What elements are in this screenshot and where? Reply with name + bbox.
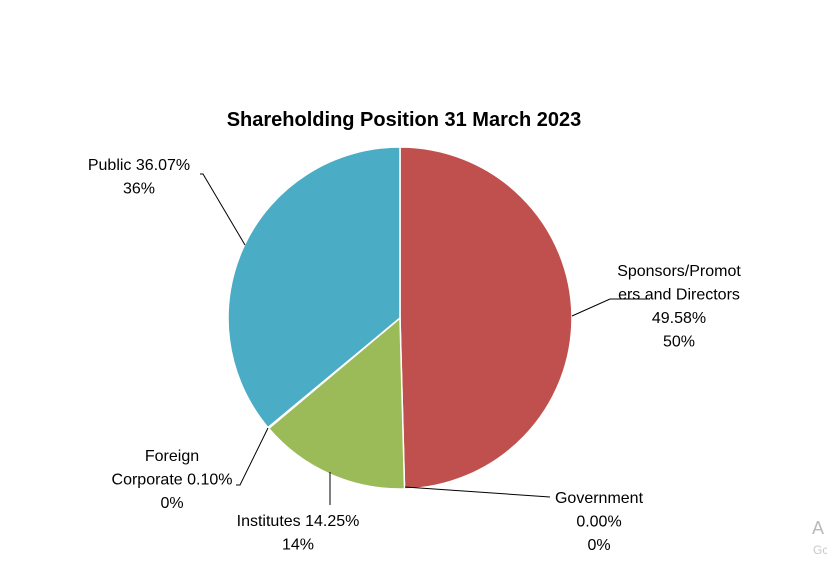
- data-label: Foreign Corporate 0.10% 0%: [112, 448, 233, 512]
- data-label-line: 0%: [160, 495, 183, 512]
- leader-line: [571, 298, 650, 317]
- leader-line: [404, 486, 551, 498]
- slice-sponsors: [399, 146, 573, 490]
- data-label: Public 36.07% 36%: [88, 157, 190, 198]
- data-label: Sponsors/Promot ers and Directors 49.58% 50…: [617, 263, 741, 351]
- data-label-line: ers and Directors: [618, 287, 740, 304]
- data-label-line: Sponsors/Promot: [617, 263, 741, 280]
- chart-title: Shareholding Position 31 March 2023: [227, 109, 582, 131]
- data-label: Government 0.00% 0%: [555, 490, 644, 554]
- data-label-line: 14%: [282, 537, 314, 554]
- data-label-line: 0.00%: [576, 514, 621, 531]
- data-label-line: Corporate 0.10%: [112, 472, 233, 489]
- data-label-line: 50%: [663, 334, 695, 351]
- data-label-line: Government: [555, 490, 644, 507]
- data-label-line: 36%: [123, 181, 155, 198]
- slice-public: [227, 146, 401, 429]
- pie-slices: [227, 146, 573, 490]
- data-label-line: Public 36.07%: [88, 157, 190, 174]
- edge-small-text: Gc: [813, 543, 827, 557]
- data-label-line: 0%: [587, 537, 610, 554]
- data-labels: Sponsors/Promot ers and Directors 49.58% 50…: [88, 157, 742, 554]
- leader-line: [200, 173, 246, 246]
- data-label-line: Foreign: [145, 448, 199, 465]
- data-label-line: Institutes 14.25%: [237, 513, 360, 530]
- leader-line: [236, 427, 269, 486]
- data-label: Institutes 14.25% 14%: [237, 513, 360, 554]
- edge-letter: A: [812, 518, 824, 538]
- data-label-line: 49.58%: [652, 310, 706, 327]
- leader-lines: [200, 173, 650, 505]
